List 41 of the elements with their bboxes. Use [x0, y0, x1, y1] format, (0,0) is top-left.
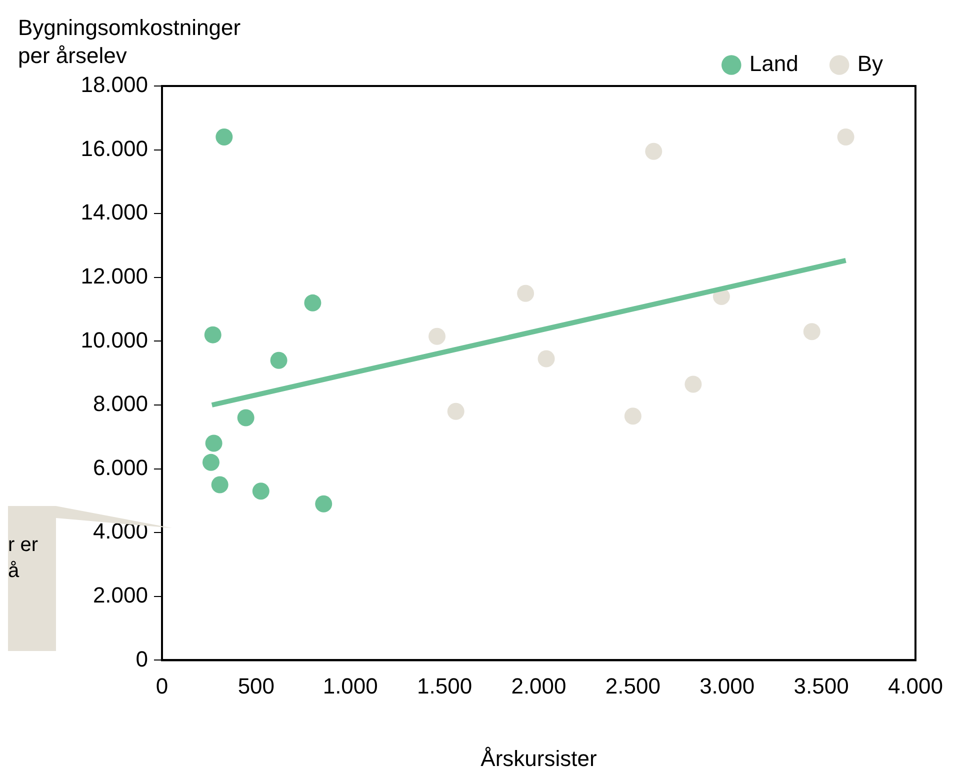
- point: [202, 454, 220, 471]
- point: [624, 408, 642, 425]
- legend-label: Land: [749, 51, 798, 76]
- point: [315, 495, 332, 512]
- x-tick-label: 1.500: [417, 673, 472, 698]
- x-tick-label: 3.000: [700, 673, 755, 698]
- point: [216, 128, 233, 146]
- y-tick-label: 8.000: [92, 391, 148, 416]
- y-tick-label: 14.000: [80, 200, 148, 225]
- y-tick-label: 6.000: [92, 454, 148, 480]
- point: [837, 128, 854, 146]
- y-axis-title: Bygningsomkostninger per årselev: [18, 15, 241, 68]
- y-tick-label: 0: [136, 646, 148, 672]
- point: [447, 402, 464, 420]
- point: [684, 376, 702, 393]
- legend-label: By: [857, 51, 884, 76]
- x-tick-label: 0: [156, 673, 168, 698]
- x-tick-label: 1.000: [322, 673, 378, 698]
- x-axis-title: Årskursister: [480, 746, 597, 771]
- y-tick-label: 16.000: [80, 136, 148, 161]
- x-tick-label: 3.500: [794, 673, 849, 698]
- point: [428, 328, 446, 345]
- point: [803, 323, 820, 340]
- y-tick-label: 18.000: [80, 72, 148, 98]
- point: [645, 142, 662, 160]
- point: [211, 476, 228, 494]
- point: [538, 350, 555, 368]
- x-tick-label: 4.000: [888, 673, 944, 698]
- x-tick-label: 2.000: [511, 673, 566, 698]
- y-tick-label: 2.000: [92, 582, 148, 608]
- point: [237, 409, 254, 426]
- x-tick-label: 2.500: [605, 673, 660, 698]
- point: [304, 294, 322, 312]
- point: [270, 352, 288, 369]
- point: [517, 284, 534, 302]
- point: [252, 482, 270, 500]
- x-tick-label: 500: [238, 673, 275, 698]
- point: [204, 326, 222, 344]
- y-tick-label: 10.000: [80, 327, 148, 352]
- y-tick-label: 12.000: [80, 263, 148, 288]
- point: [205, 434, 222, 452]
